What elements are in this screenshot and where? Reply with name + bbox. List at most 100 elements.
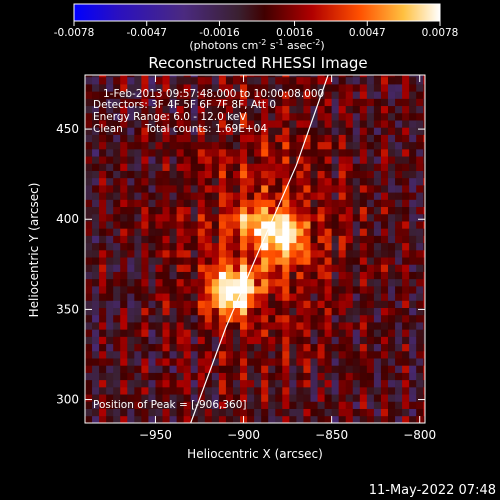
heatmap-cell <box>268 336 276 345</box>
heatmap-cell <box>92 76 100 85</box>
heatmap-cell <box>211 322 220 330</box>
heatmap-cell <box>423 134 425 143</box>
heatmap-cell <box>218 84 227 92</box>
heatmap-cell <box>275 112 283 121</box>
heatmap-cell <box>247 192 255 200</box>
heatmap-cell <box>127 415 135 423</box>
heatmap-cell <box>423 336 425 345</box>
heatmap-cell <box>155 84 163 92</box>
heatmap-cell <box>169 156 178 164</box>
heatmap-cell <box>380 192 389 200</box>
heatmap-cell <box>296 177 304 186</box>
heatmap-cell <box>190 257 199 265</box>
heatmap-cell <box>380 293 389 301</box>
heatmap-cell <box>395 314 403 323</box>
annotation-peak-position: Position of Peak = [-906,360] <box>93 399 247 411</box>
heatmap-cell <box>352 148 361 157</box>
heatmap-cell <box>169 365 178 373</box>
heatmap-cell <box>211 300 220 308</box>
heatmap-cell <box>218 184 227 193</box>
heatmap-cell <box>148 184 156 193</box>
heatmap-cell <box>169 141 178 150</box>
heatmap-cell <box>225 401 234 409</box>
heatmap-cell <box>113 293 121 301</box>
heatmap-cell <box>338 285 347 294</box>
heatmap-cell <box>402 249 410 258</box>
heatmap-cell <box>127 300 135 308</box>
heatmap-cell <box>380 322 389 330</box>
heatmap-cell <box>169 386 178 395</box>
heatmap-cell <box>247 329 255 337</box>
heatmap-cell <box>176 242 185 251</box>
heatmap-cell <box>282 394 290 402</box>
heatmap-cell <box>423 278 425 287</box>
heatmap-cell <box>275 235 283 244</box>
heatmap-cell <box>120 379 128 388</box>
heatmap-cell <box>92 322 100 330</box>
heatmap-cell <box>303 75 311 78</box>
heatmap-cell <box>113 163 121 171</box>
heatmap-cell <box>275 264 283 272</box>
heatmap-cell <box>176 350 185 359</box>
heatmap-cell <box>141 300 149 308</box>
heatmap-cell <box>141 156 149 164</box>
heatmap-cell <box>310 408 318 417</box>
heatmap-cell <box>352 192 361 200</box>
heatmap-cell <box>134 206 142 215</box>
heatmap-cell <box>106 307 114 316</box>
heatmap-cell <box>134 177 142 186</box>
heatmap-cell <box>218 379 227 388</box>
heatmap-cell <box>345 365 354 373</box>
heatmap-cell <box>169 242 178 251</box>
heatmap-cell <box>232 170 241 179</box>
heatmap-cell <box>232 221 241 229</box>
heatmap-cell <box>388 358 396 366</box>
heatmap-cell <box>317 112 325 121</box>
heatmap-cell <box>120 336 128 345</box>
heatmap-cell <box>282 199 290 208</box>
heatmap-cell <box>225 221 234 229</box>
heatmap-cell <box>85 293 93 301</box>
heatmap-cell <box>303 285 311 294</box>
heatmap-cell <box>261 206 269 215</box>
heatmap-cell <box>169 293 178 301</box>
heatmap-cell <box>113 98 121 107</box>
heatmap-cell <box>388 293 396 301</box>
heatmap-cell <box>127 84 135 92</box>
heatmap-cell <box>240 350 248 359</box>
heatmap-cell <box>225 257 234 265</box>
heatmap-cell <box>169 343 178 352</box>
heatmap-cell <box>106 75 114 78</box>
heatmap-cell <box>416 372 424 381</box>
heatmap-cell <box>155 156 163 164</box>
heatmap-cell <box>120 242 128 251</box>
heatmap-cell <box>197 156 206 164</box>
heatmap-cell <box>254 257 262 265</box>
heatmap-cell <box>92 278 100 287</box>
heatmap-cell <box>183 156 192 164</box>
heatmap-cell <box>155 415 163 423</box>
heatmap-cell <box>162 336 170 345</box>
heatmap-cell <box>99 350 107 359</box>
heatmap-cell <box>345 372 354 381</box>
heatmap-cell <box>99 228 107 236</box>
heatmap-cell <box>423 358 425 366</box>
x-tick-label: −900 <box>227 428 260 442</box>
heatmap-cell <box>338 408 347 417</box>
heatmap-cell <box>225 329 234 337</box>
heatmap-cell <box>218 141 227 150</box>
heatmap-cell <box>331 350 340 359</box>
heatmap-cell <box>211 278 220 287</box>
heatmap-cell <box>232 75 241 78</box>
heatmap-cell <box>141 242 149 251</box>
heatmap-cell <box>211 134 220 143</box>
heatmap-cell <box>359 271 368 280</box>
heatmap-cell <box>275 75 283 78</box>
heatmap-cell <box>317 386 325 395</box>
heatmap-cell <box>247 415 255 423</box>
heatmap-cell <box>416 192 424 200</box>
heatmap-cell <box>275 221 283 229</box>
x-axis-label: Heliocentric X (arcsec) <box>187 447 323 461</box>
heatmap-cell <box>134 134 142 143</box>
heatmap-cell <box>120 221 128 229</box>
